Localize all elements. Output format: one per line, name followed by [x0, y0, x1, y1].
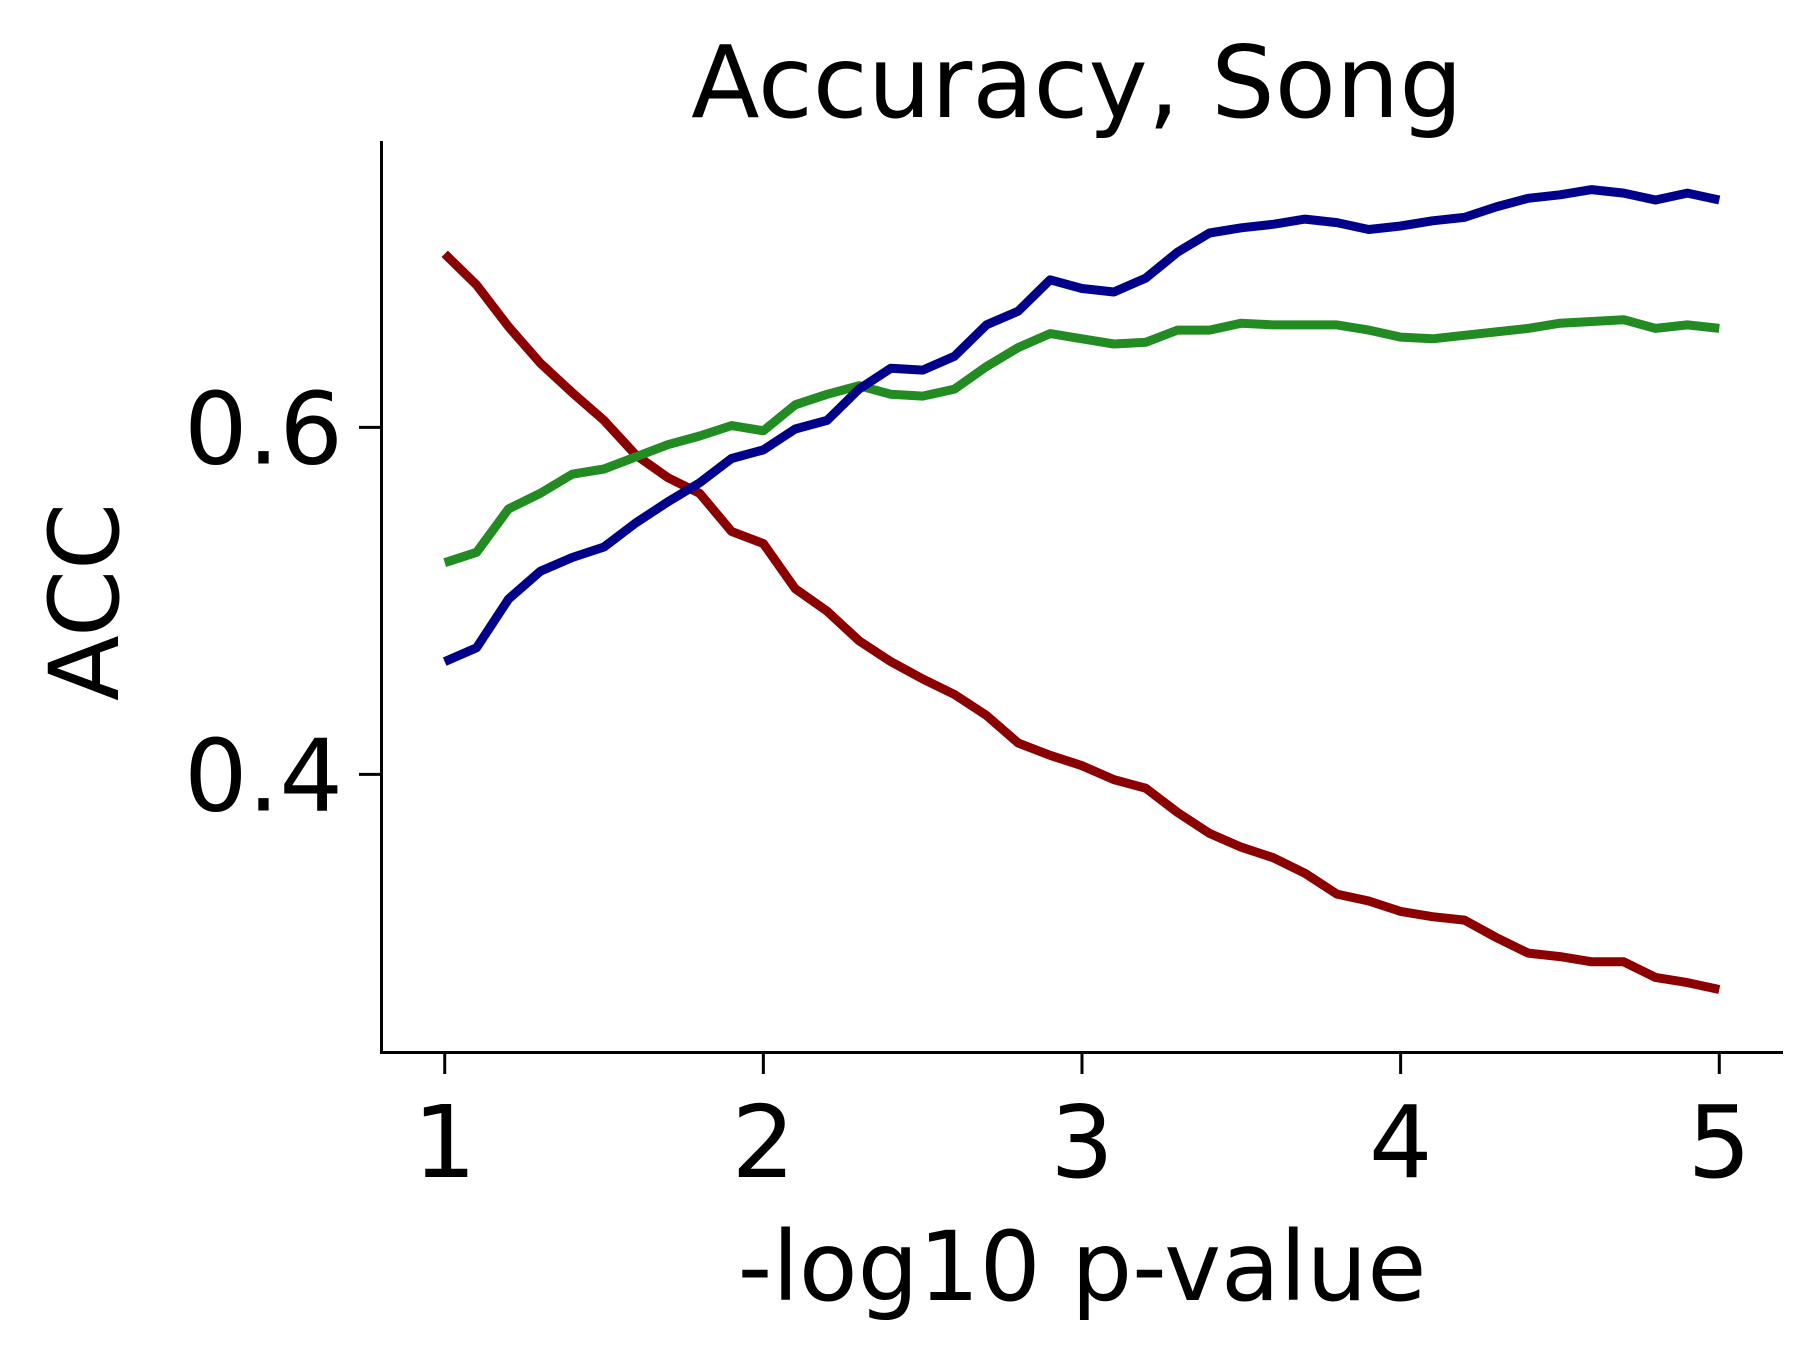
y-axis-title: ACC — [29, 503, 141, 701]
y-tick-label: 0.6 — [184, 370, 343, 487]
y-tick-layer: 0.4 0.6 — [184, 370, 381, 834]
series-line-2 — [443, 315, 1720, 567]
x-axis-title: -log10 p-value — [738, 1211, 1427, 1323]
series-line-1 — [441, 250, 1721, 994]
series-line-3 — [442, 185, 1721, 666]
x-tick-label: 4 — [1369, 1084, 1433, 1201]
series-layer — [441, 185, 1721, 994]
x-tick-label: 1 — [413, 1084, 477, 1201]
x-tick-label: 3 — [1050, 1084, 1114, 1201]
x-tick-label: 2 — [732, 1084, 796, 1201]
chart-title: Accuracy, Song — [691, 24, 1463, 141]
y-tick-label: 0.4 — [184, 717, 343, 834]
x-tick-layer: 1 2 3 4 5 — [413, 1052, 1751, 1201]
x-tick-label: 5 — [1687, 1084, 1751, 1201]
